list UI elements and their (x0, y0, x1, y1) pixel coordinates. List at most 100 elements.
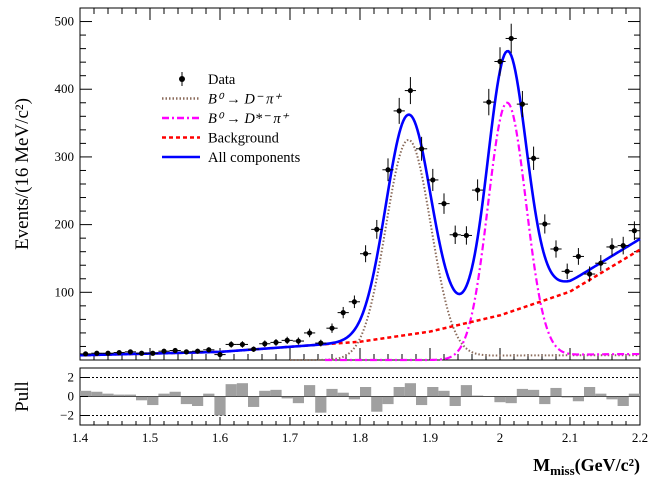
data-point (528, 146, 540, 170)
y-tick-label: 200 (55, 217, 75, 232)
legend-label-dstar: B⁰ → D*⁻ π⁺ (208, 111, 290, 127)
pull-bar (371, 396, 383, 412)
x-axis-title: Mmiss(GeV/c²) (533, 455, 640, 478)
pull-y-tick-label: −2 (60, 408, 74, 423)
data-point (315, 339, 327, 347)
data-point (595, 255, 607, 272)
data-point-marker (351, 299, 357, 305)
data-point-marker (430, 177, 436, 183)
fit-curves (79, 49, 641, 362)
pull-bar (449, 396, 461, 406)
data-point-marker (486, 99, 492, 105)
data-point-marker (631, 228, 638, 234)
data-point-marker (508, 35, 514, 42)
data-point (326, 323, 338, 333)
data-point (472, 179, 484, 201)
data-point-marker (463, 232, 469, 239)
x-tick-label: 1.6 (212, 430, 229, 445)
data-point-marker (575, 253, 582, 260)
data-point-marker (94, 350, 100, 356)
pull-bar (147, 396, 159, 406)
data-point (192, 348, 204, 354)
pull-bar (584, 387, 596, 397)
pull-bar (606, 396, 618, 400)
pull-bar (192, 396, 204, 406)
legend-label-background: Background (208, 131, 280, 147)
x-axis-title-subscript: miss (550, 463, 575, 478)
data-point-marker (116, 349, 122, 356)
data-point-marker (195, 348, 201, 354)
data-point (236, 341, 248, 348)
data-point (292, 337, 304, 345)
pull-bar (113, 394, 125, 397)
data-point (147, 350, 159, 356)
pull-bar (561, 396, 573, 398)
pull-bar (259, 390, 271, 397)
data-point (460, 226, 472, 245)
pull-bar (382, 396, 394, 405)
pull-bar (404, 383, 416, 397)
data-point-marker (609, 244, 615, 250)
data-point-marker (396, 108, 402, 114)
data-point (550, 240, 562, 258)
data-point (539, 214, 551, 234)
data-point (158, 348, 170, 354)
data-point (248, 346, 260, 352)
pull-bar (91, 391, 103, 397)
data-point (438, 193, 450, 214)
data-point (572, 248, 584, 265)
data-point-marker (519, 101, 526, 107)
pull-bar (158, 393, 170, 397)
pull-axis-title: Pull (12, 381, 33, 412)
data-points (80, 23, 640, 358)
data-point (102, 350, 114, 356)
curve-all-components (79, 49, 641, 357)
pull-y-axis: 2 0 −2 (60, 370, 88, 423)
pull-bar (460, 385, 472, 397)
data-point (214, 351, 226, 358)
x-tick-label: 1.9 (422, 430, 438, 445)
data-point (91, 350, 103, 356)
data-point-marker (564, 268, 570, 274)
data-point (371, 219, 383, 239)
pull-bar (416, 396, 428, 406)
pull-bar (472, 395, 484, 397)
x-axis-title-symbol: M (533, 455, 550, 475)
pull-bar (337, 392, 349, 397)
data-point (203, 347, 215, 353)
pull-bar (326, 388, 338, 397)
pull-bar (539, 396, 551, 405)
data-point (416, 136, 428, 161)
data-point (136, 350, 148, 356)
data-point-marker (598, 260, 604, 266)
pull-bar (427, 387, 439, 397)
x-tick-label: 2.1 (562, 430, 578, 445)
data-point (259, 340, 271, 348)
x-tick-label: 2 (497, 430, 504, 445)
data-point-marker (553, 246, 559, 252)
data-point-marker (441, 201, 447, 207)
data-point-marker (183, 349, 189, 355)
data-point-marker (363, 251, 369, 257)
data-point-marker (150, 350, 156, 356)
data-point-marker (228, 341, 234, 348)
pull-bar (80, 390, 92, 397)
pull-bar (572, 396, 584, 402)
data-point-marker (172, 347, 178, 354)
main-y-axis: 100 200 300 400 500 (55, 8, 641, 360)
data-point (427, 168, 439, 191)
data-point (584, 266, 596, 282)
data-point-marker (295, 338, 301, 344)
legend-label-total: All components (208, 150, 301, 166)
data-point (494, 47, 506, 76)
data-point (449, 225, 461, 244)
data-point-marker (217, 351, 223, 358)
data-point-marker (340, 310, 346, 316)
data-point-marker (475, 187, 481, 193)
data-point-marker (273, 339, 279, 345)
pull-bar (494, 396, 506, 403)
data-point (124, 349, 136, 355)
pull-y-tick-label: 0 (68, 389, 75, 404)
data-point-marker (206, 347, 212, 353)
